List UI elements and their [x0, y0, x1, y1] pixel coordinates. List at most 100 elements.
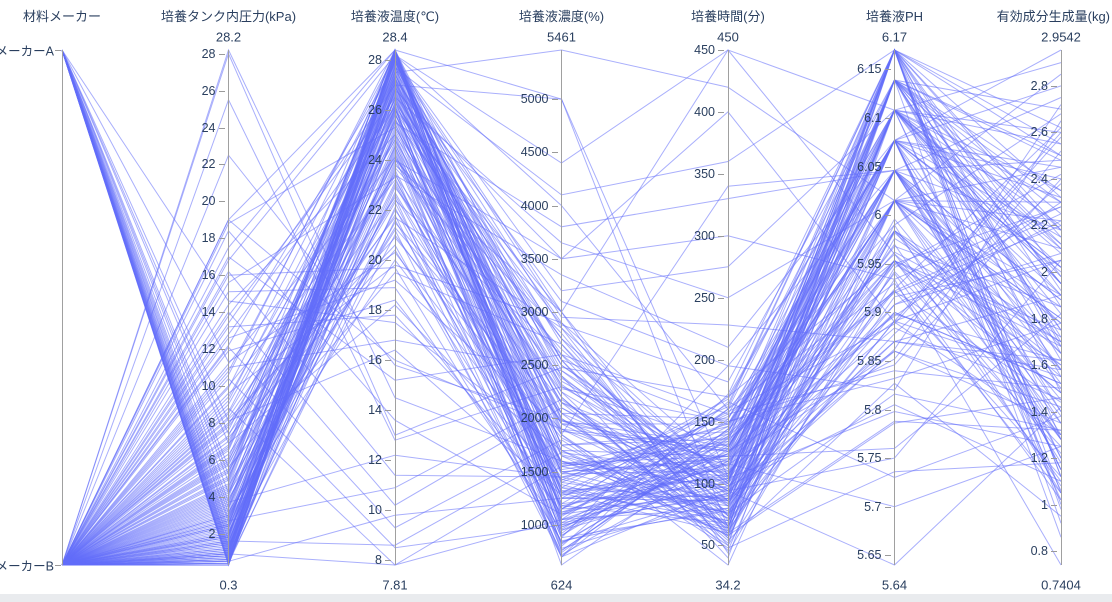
axis-1-tick-label: 2 [208, 526, 216, 541]
axis-2-max-label: 28.4 [382, 29, 408, 45]
axis-2-tick-mark [385, 410, 391, 412]
axis-6-tick-mark [1051, 411, 1057, 413]
axis-5-title: 培養液PH [865, 9, 924, 24]
axis-2-tick-label: 12 [368, 453, 382, 468]
axis-3-tick-mark [551, 418, 558, 420]
axis-3-tick-label: 1500 [520, 464, 549, 479]
axis-2-tick-mark [385, 560, 391, 562]
axis-3-title: 培養液濃度(%) [518, 9, 605, 24]
axis-4-min-label: 34.2 [715, 577, 741, 593]
axis-6-tick-label: 1.2 [1030, 451, 1048, 466]
axis-2-min-label: 7.81 [382, 577, 408, 593]
axis-3-tick-mark [551, 312, 558, 314]
axis-2-tick-mark [385, 310, 391, 312]
axis-4-title: 培養時間(分) [691, 9, 765, 24]
axis-1-line[interactable] [228, 50, 229, 565]
axis-1-tick-label: 12 [201, 342, 216, 357]
axis-2-tick-label: 22 [368, 203, 382, 218]
axis-1-tick-mark [218, 164, 225, 166]
axis-4-tick-mark [718, 545, 724, 547]
axis-5-tick-label: 5.75 [857, 451, 882, 466]
axis-6-tick-mark [1051, 365, 1057, 367]
axis-5-tick-mark [884, 69, 891, 71]
axis-1-tick-label: 22 [201, 157, 216, 172]
axis-3-tick-mark [551, 258, 558, 260]
axis-5-tick-label: 5.85 [857, 353, 882, 368]
axis-1-title: 培養タンク内圧力(kPa) [160, 9, 297, 24]
axis-5-tick-label: 5.9 [864, 305, 882, 320]
axis-4-tick-mark [718, 483, 724, 485]
axis-2-tick-label: 18 [368, 303, 382, 318]
axis-3-tick-label: 2000 [520, 411, 549, 426]
axis-2-line[interactable] [394, 50, 396, 565]
axis-3-tick-label: 2500 [520, 358, 549, 373]
axis-6-tick-label: 1.8 [1030, 311, 1048, 326]
axis-1-tick-mark [218, 459, 225, 461]
axis-3-tick-label: 1000 [520, 517, 549, 532]
axis-4-tick-mark [718, 111, 724, 113]
axis-2-tick-mark [385, 510, 391, 512]
axis-1-tick-label: 8 [208, 415, 216, 430]
axis-5-tick-label: 6.15 [857, 62, 882, 77]
axis-1-tick-mark [218, 127, 225, 129]
axis-3-line[interactable] [561, 50, 562, 565]
axis-4-tick-label: 400 [694, 104, 715, 119]
axis-6-tick-label: 2.2 [1030, 218, 1048, 233]
axis-0-tick-mark [55, 565, 61, 566]
axis-3-tick-mark [551, 471, 558, 473]
axis-6-tick-label: 1.6 [1030, 358, 1048, 373]
horizontal-scrollbar[interactable] [0, 594, 1112, 602]
axis-5-tick-label: 5.95 [857, 256, 882, 271]
axis-6-tick-mark [1051, 225, 1057, 227]
axis-3-min-label: 624 [550, 577, 573, 593]
axis-0-line[interactable] [61, 50, 63, 565]
axis-1-tick-label: 24 [201, 120, 216, 135]
axis-2-tick-mark [385, 160, 391, 162]
axis-5-tick-label: 5.8 [864, 402, 882, 417]
axis-2-tick-mark [385, 110, 391, 112]
axis-5-tick-mark [884, 312, 891, 314]
axis-1-tick-label: 4 [208, 489, 216, 504]
axis-1-tick-mark [218, 385, 225, 387]
axis-2-tick-label: 10 [368, 503, 382, 518]
axis-1-tick-label: 10 [201, 378, 216, 393]
axis-4-tick-label: 450 [694, 43, 715, 57]
axis-3-tick-mark [551, 152, 558, 154]
axis-5-tick-mark [884, 409, 891, 411]
axis-1-tick-label: 16 [201, 268, 216, 283]
axis-1-tick-label: 18 [201, 231, 216, 246]
axis-4-line[interactable] [727, 50, 729, 565]
axis-3-tick-label: 5000 [520, 92, 549, 107]
axis-4-tick-mark [718, 359, 724, 361]
axis-5-min-label: 5.64 [881, 577, 908, 593]
axis-5-max-label: 6.17 [881, 29, 908, 45]
axis-6-tick-mark [1051, 132, 1057, 134]
axis-6-tick-label: 0.8 [1030, 544, 1048, 559]
axis-2-title: 培養液温度(℃) [350, 9, 440, 24]
axis-1-tick-label: 26 [201, 83, 216, 98]
axis-5-line[interactable] [894, 50, 895, 565]
axis-4-tick-label: 200 [694, 352, 715, 367]
axis-3-tick-label: 3000 [520, 305, 549, 320]
axis-6-line[interactable] [1060, 50, 1062, 565]
axis-3-tick-label: 4500 [520, 145, 549, 160]
axis-1-tick-mark [218, 90, 225, 92]
axis-1-tick-label: 28 [201, 46, 216, 61]
axis-6-tick-mark [1051, 271, 1057, 273]
axis-2-tick-label: 16 [368, 353, 382, 368]
axis-2-tick-label: 20 [368, 253, 382, 268]
axis-6-tick-mark [1051, 85, 1057, 87]
axis-6-tick-label: 1 [1041, 497, 1048, 512]
axis-5-tick-mark [884, 360, 891, 362]
axis-2-tick-label: 14 [368, 403, 382, 418]
axis-2-tick-mark [385, 210, 391, 212]
axis-4-tick-label: 100 [694, 476, 715, 491]
axis-3-tick-label: 4000 [520, 198, 549, 213]
axis-1-tick-mark [218, 349, 225, 351]
axis-6-tick-label: 2.6 [1030, 125, 1048, 140]
axis-1-tick-mark [218, 422, 225, 424]
axis-4-tick-mark [718, 421, 724, 423]
axis-1-tick-mark [218, 275, 225, 277]
axis-2-tick-label: 24 [368, 153, 382, 168]
